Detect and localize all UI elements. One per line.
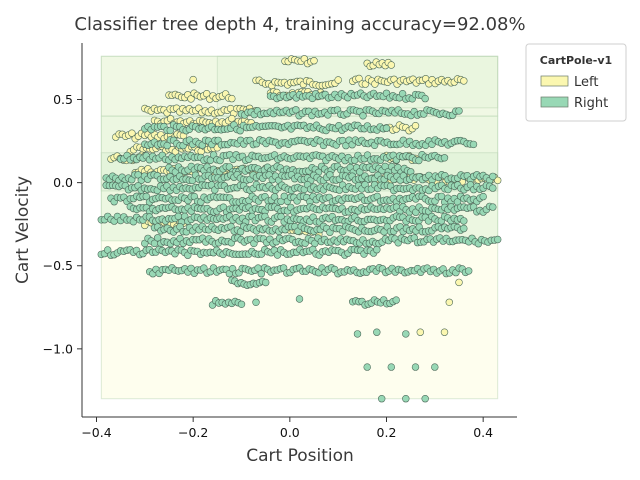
point-left: [455, 278, 463, 287]
x-axis-label: Cart Position: [246, 446, 354, 466]
ticks: −0.4 −0.2 0.0 0.2 0.4 0.5 0.0 −0.5 −1.0: [43, 92, 494, 440]
point-right: [440, 154, 449, 162]
point-right: [166, 126, 175, 135]
point-right: [489, 184, 497, 192]
chart-title: Classifier tree depth 4, training accura…: [74, 14, 525, 35]
point-right: [411, 363, 420, 371]
point-right: [392, 296, 400, 304]
x-tick-label: 0.0: [280, 425, 300, 440]
point-right: [363, 363, 371, 371]
axes: [81, 43, 517, 418]
legend-label-right: Right: [574, 96, 608, 111]
point-right: [257, 270, 265, 278]
y-tick-label: −1.0: [43, 341, 73, 356]
legend-title: CartPole-v1: [540, 54, 612, 67]
y-tick-label: 0.5: [53, 92, 73, 107]
point-right: [142, 192, 151, 201]
point-right: [402, 395, 410, 403]
series-right: [97, 89, 502, 403]
point-right: [460, 217, 468, 225]
scatter-points: [97, 55, 502, 403]
point-left: [187, 95, 195, 103]
point-left: [334, 76, 342, 84]
point-right: [398, 89, 407, 98]
legend-label-left: Left: [574, 75, 598, 90]
point-right: [489, 172, 497, 181]
point-right: [163, 141, 171, 150]
y-tick-label: 0.0: [53, 175, 73, 190]
point-right: [489, 203, 497, 211]
point-left: [411, 121, 420, 130]
point-left: [445, 298, 453, 306]
x-tick-label: −0.4: [81, 425, 111, 440]
point-right: [469, 140, 478, 149]
x-tick-label: −0.2: [178, 425, 208, 440]
point-right: [402, 330, 410, 338]
point-right: [494, 235, 502, 244]
point-right: [415, 156, 423, 165]
point-right: [154, 234, 162, 242]
point-right: [373, 246, 381, 254]
legend-swatch-left: [540, 75, 569, 87]
point-right: [277, 212, 285, 221]
x-tick-label: 0.4: [473, 425, 493, 440]
point-right: [421, 94, 429, 103]
point-right: [295, 295, 304, 303]
point-right: [479, 192, 487, 201]
point-left: [355, 74, 363, 83]
point-left: [494, 176, 502, 185]
point-right: [252, 298, 260, 306]
point-right: [431, 363, 439, 371]
point-right: [387, 363, 395, 371]
point-right: [236, 228, 245, 236]
point-right: [421, 395, 429, 403]
point-left: [416, 328, 424, 336]
point-left: [460, 77, 468, 85]
point-left: [440, 328, 449, 336]
point-right: [465, 267, 473, 275]
point-right: [292, 106, 300, 114]
point-right: [378, 395, 386, 403]
point-right: [237, 300, 246, 308]
point-left: [387, 61, 395, 69]
legend-swatch-right: [540, 96, 569, 108]
point-right: [455, 107, 463, 115]
point-right: [460, 224, 468, 233]
point-right: [382, 124, 391, 132]
point-right: [359, 112, 367, 120]
legend: CartPole-v1 Left Right: [525, 43, 627, 122]
point-left: [310, 56, 318, 65]
point-right: [353, 330, 362, 338]
point-left: [128, 129, 136, 137]
point-left: [189, 75, 197, 84]
point-right: [373, 328, 381, 336]
point-right: [262, 278, 270, 287]
point-left: [228, 94, 236, 103]
y-tick-label: −0.5: [43, 258, 73, 273]
y-axis-label: Cart Velocity: [13, 176, 33, 284]
x-tick-label: 0.2: [377, 425, 397, 440]
